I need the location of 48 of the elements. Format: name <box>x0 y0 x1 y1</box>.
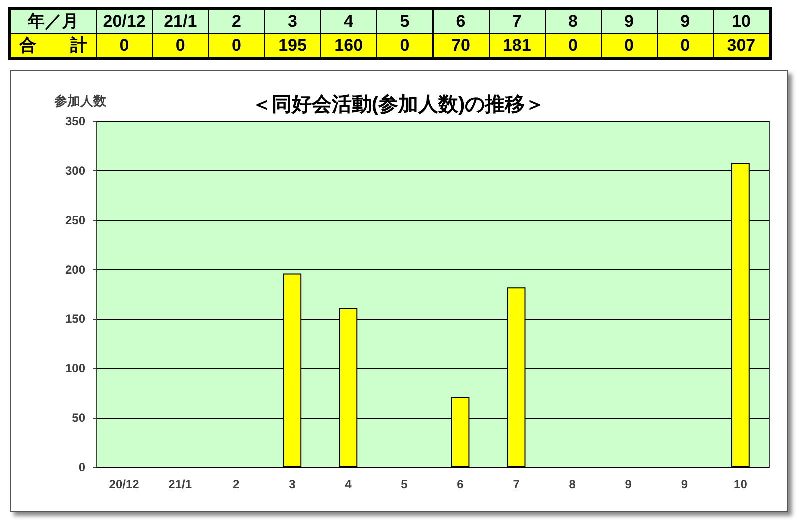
category-label: 7 <box>512 12 522 31</box>
data-label: 0 <box>680 36 690 55</box>
y-tick-label: 300 <box>65 164 86 178</box>
category-label: 6 <box>456 12 466 31</box>
y-axis-title: 参加人数 <box>54 94 108 108</box>
data-label: 160 <box>334 36 364 55</box>
x-tick-label: 9 <box>625 478 632 492</box>
data-label: 195 <box>278 36 307 55</box>
category-label: 2 <box>232 12 242 31</box>
data-label: 0 <box>232 36 242 55</box>
chart-title: ＜同好会活動(参加人数)の推移＞ <box>252 93 546 116</box>
data-label: 0 <box>120 36 130 55</box>
category-label: 9 <box>624 12 634 31</box>
x-tick-label: 2 <box>233 478 240 492</box>
data-label: 0 <box>624 36 634 55</box>
x-tick-label: 20/12 <box>109 478 140 492</box>
y-tick-label: 150 <box>65 312 86 326</box>
x-tick-label: 7 <box>513 478 520 492</box>
x-tick-label: 5 <box>401 478 408 492</box>
data-label: 70 <box>452 36 470 55</box>
data-label: 0 <box>400 36 410 55</box>
category-label: 5 <box>400 12 410 31</box>
category-label: 21/1 <box>164 12 198 31</box>
y-tick-label: 100 <box>65 362 86 376</box>
x-tick-label: 8 <box>569 478 576 492</box>
x-tick-label: 9 <box>681 478 688 492</box>
x-tick-label: 4 <box>345 478 352 492</box>
category-label: 3 <box>288 12 298 31</box>
y-tick-label: 200 <box>65 262 86 277</box>
x-tick-label: 3 <box>289 478 296 492</box>
data-label: 307 <box>727 36 756 55</box>
category-label: 9 <box>680 12 690 31</box>
x-tick-label: 10 <box>734 478 748 492</box>
y-tick-label: 50 <box>72 411 86 426</box>
data-label: 181 <box>502 36 532 55</box>
category-label: 20/12 <box>103 12 146 31</box>
category-label: 4 <box>344 12 354 31</box>
y-tick-label: 250 <box>65 213 86 228</box>
category-label: 10 <box>732 12 751 31</box>
data-label: 0 <box>568 36 578 55</box>
legend-label: 合 計 <box>20 36 88 55</box>
x-axis-title: 年／月 <box>28 12 79 31</box>
x-tick-label: 21/1 <box>168 478 192 492</box>
data-label: 0 <box>176 36 186 55</box>
y-tick-label: 0 <box>78 460 86 474</box>
category-label: 8 <box>568 12 578 31</box>
y-tick-label: 350 <box>65 114 86 128</box>
x-tick-label: 6 <box>457 478 464 492</box>
